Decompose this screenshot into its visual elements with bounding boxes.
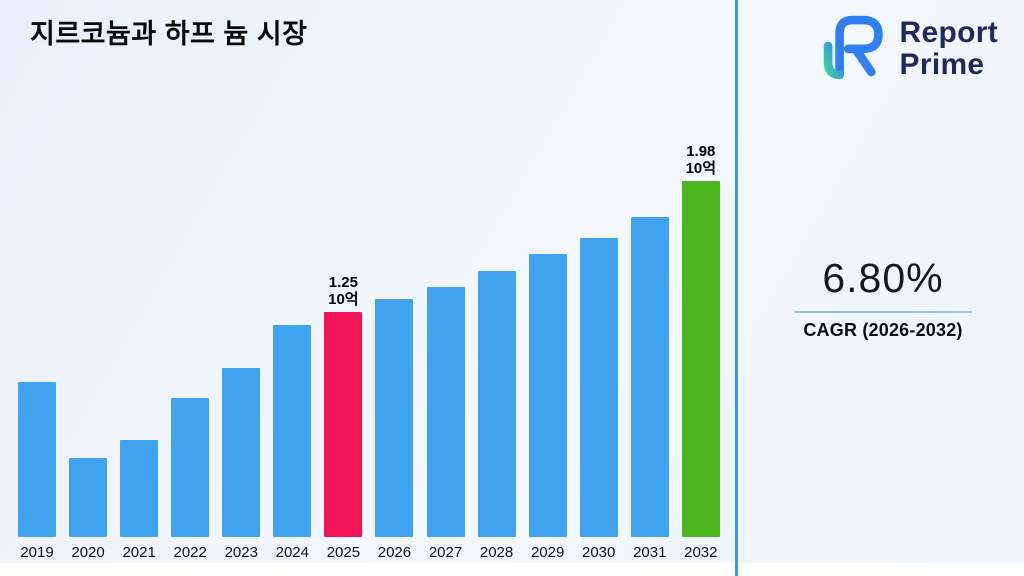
bar-column-2032: 1.98 10억 2032: [678, 143, 724, 562]
bar-2027: [426, 287, 465, 537]
x-axis-label-2030: 2030: [582, 544, 616, 561]
x-axis-label-2021: 2021: [122, 544, 156, 561]
x-axis-label-2029: 2029: [530, 544, 565, 561]
bar-column-2021: 2021: [116, 440, 162, 562]
cagr-label: CAGR (2026-2032): [803, 320, 963, 340]
bar-2024: [273, 325, 312, 537]
cagr-value: 6.80%: [822, 255, 944, 301]
bar-2021: [120, 440, 159, 537]
x-axis-label-2023: 2023: [224, 544, 258, 561]
bar-column-2031: 2031: [627, 217, 673, 562]
bar-2020: [69, 458, 108, 537]
bar-2031: [630, 217, 669, 537]
x-axis-label-2027: 2027: [428, 544, 463, 561]
vertical-divider: [735, 0, 738, 576]
bar-column-2019: 2019: [14, 382, 60, 562]
cagr-block: 6.80% CAGR (2026-2032): [752, 255, 1014, 341]
bar-column-2022: 2022: [167, 398, 213, 562]
x-axis-label-2031: 2031: [633, 544, 667, 561]
x-axis-label-2019: 2019: [20, 544, 54, 561]
logo-text-line1: Report: [899, 15, 998, 49]
bar-2025: [324, 312, 363, 537]
report-prime-logo-icon: [818, 10, 890, 87]
bar-2032: [681, 181, 720, 537]
bar-2028: [477, 271, 516, 537]
bar-column-2023: 2023: [218, 368, 264, 562]
x-axis-label-2020: 2020: [71, 544, 105, 561]
report-prime-logo: Report Prime: [818, 10, 998, 87]
bottom-strip: [0, 563, 1024, 576]
bar-2030: [579, 238, 618, 537]
bar-2022: [171, 398, 210, 537]
page-title: 지르코늄과 하프 늄 시장: [30, 19, 308, 49]
logo-text-line2: Prime: [899, 47, 985, 81]
x-axis-label-2032: 2032: [684, 544, 718, 561]
bar-column-2027: 2027: [423, 287, 469, 562]
x-axis-label-2022: 2022: [173, 544, 207, 561]
bar-2023: [222, 368, 261, 537]
x-axis-label-2026: 2026: [377, 544, 412, 561]
bar-column-2028: 2028: [474, 271, 520, 562]
cagr-underline: [794, 311, 972, 313]
x-axis-label-2025: 2025: [326, 544, 361, 561]
bar-annotation-2025: 1.25 10억: [328, 274, 359, 308]
bar-2029: [528, 254, 567, 537]
bar-2026: [375, 299, 414, 537]
bar-column-2024: 2024: [269, 325, 315, 562]
bar-annotation-2032: 1.98 10억: [685, 143, 717, 177]
bar-column-2026: 2026: [371, 299, 417, 562]
bar-column-2030: 2030: [576, 238, 622, 562]
bar-column-2020: 2020: [65, 458, 111, 562]
bar-2019: [18, 382, 56, 537]
bar-column-2029: 2029: [525, 254, 571, 562]
x-axis-label-2024: 2024: [275, 544, 309, 561]
bar-chart: 2019 2020 2021 2022 2023 2024 1.25 10억 2025 2026 2…: [14, 117, 724, 562]
report-prime-logo-text: Report Prime: [899, 15, 998, 81]
x-axis-label-2028: 2028: [479, 544, 514, 561]
bar-column-2025: 1.25 10억 2025: [320, 274, 366, 562]
